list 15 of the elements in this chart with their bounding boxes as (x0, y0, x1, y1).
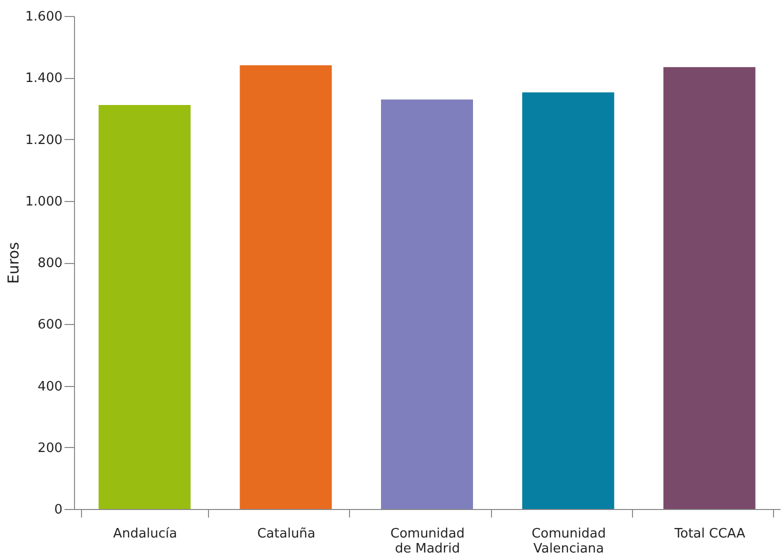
y-tick-label: 1.600 (25, 10, 62, 24)
y-tick-label: 1.200 (25, 132, 62, 148)
y-tick-label: 600 (38, 318, 62, 333)
x-tick-label: Comunidad de Madrid (390, 526, 465, 556)
y-tick-label: 1.000 (25, 194, 62, 210)
y-tick-label: 400 (38, 379, 62, 394)
y-tick-label: 800 (38, 256, 62, 271)
y-tick-label: 0 (54, 502, 62, 518)
y-axis-title: Euros (4, 242, 22, 284)
x-tick-label: Comunidad Valenciana (532, 526, 606, 556)
x-tick-label: Cataluña (257, 526, 316, 542)
y-tick-label: 1.400 (25, 71, 62, 86)
x-tick-label: Andalucía (113, 526, 178, 542)
x-tick-label: Total CCAA (674, 526, 746, 542)
y-tick-label: 200 (38, 440, 62, 456)
